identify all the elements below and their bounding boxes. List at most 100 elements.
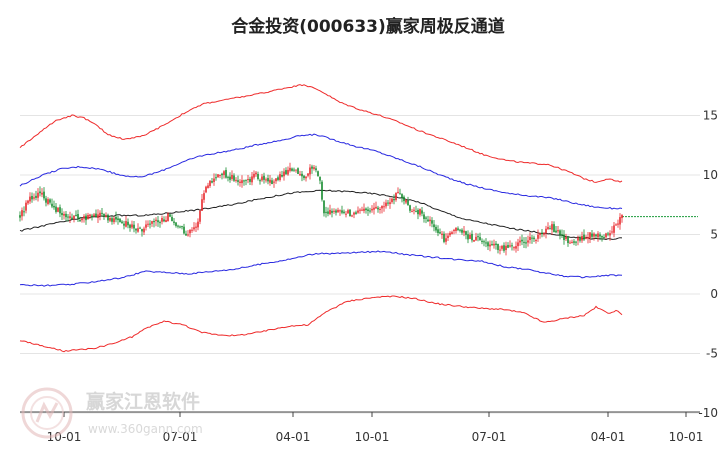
candle-body <box>417 209 419 215</box>
candle <box>369 207 371 214</box>
candle-body <box>371 208 373 211</box>
candle-body <box>355 212 357 214</box>
candle-body <box>585 237 587 239</box>
axes <box>20 411 700 417</box>
candle <box>485 238 487 248</box>
candle-body <box>557 230 559 232</box>
candle <box>151 220 153 227</box>
candle <box>379 207 381 214</box>
candle-body <box>145 224 147 228</box>
candle-body <box>549 228 551 230</box>
candle-body <box>397 191 399 193</box>
candle-body <box>481 240 483 242</box>
candle <box>25 200 27 214</box>
candle-body <box>335 210 337 213</box>
candle-body <box>205 186 207 193</box>
candle <box>493 239 495 249</box>
candle-body <box>225 170 227 178</box>
candle <box>579 235 581 243</box>
candle <box>215 173 217 181</box>
candle-body <box>587 237 589 239</box>
candle <box>477 233 479 242</box>
candle-body <box>29 196 31 202</box>
candle-body <box>393 199 395 201</box>
candle-body <box>391 198 393 203</box>
x-tick-label: 04-01 <box>276 430 311 444</box>
candle-body <box>61 212 63 216</box>
candle-body <box>465 231 467 235</box>
candle-body <box>187 234 189 236</box>
candle-body <box>263 175 265 180</box>
candle <box>239 179 241 187</box>
candle <box>615 223 617 226</box>
candle-body <box>513 247 515 249</box>
candle-body <box>55 206 57 212</box>
candle-body <box>81 218 83 221</box>
candle-body <box>165 220 167 223</box>
candle-body <box>449 232 451 236</box>
candle-body <box>517 242 519 247</box>
candle <box>463 225 465 237</box>
candle-body <box>179 226 181 228</box>
candle-body <box>447 235 449 238</box>
candle <box>251 171 253 186</box>
y-tick-label: 15 <box>703 109 718 123</box>
candle-body <box>271 180 273 185</box>
candle <box>195 222 197 233</box>
candle <box>487 240 489 250</box>
candle-body <box>277 177 279 180</box>
candle-body <box>243 180 245 182</box>
candle <box>543 232 545 237</box>
candle-body <box>139 227 141 229</box>
candle-body <box>227 176 229 178</box>
candle-body <box>233 175 235 181</box>
candle-body <box>385 202 387 207</box>
candle-body <box>33 197 35 199</box>
y-tick-label: 0 <box>710 287 718 301</box>
candle <box>563 230 565 245</box>
candle <box>283 168 285 181</box>
candle-body <box>45 198 47 203</box>
candle-body <box>345 213 347 215</box>
candle <box>567 235 569 247</box>
candle <box>573 239 575 246</box>
watermark-url: www.360gann.com <box>88 422 203 436</box>
candle <box>121 220 123 224</box>
candle-body <box>537 234 539 239</box>
candle-body <box>527 240 529 243</box>
candle <box>265 177 267 183</box>
candle-body <box>91 215 93 218</box>
candle-body <box>613 225 615 233</box>
candle-body <box>519 240 521 243</box>
candle <box>533 235 535 242</box>
candle <box>365 207 367 214</box>
candle <box>245 179 247 186</box>
candle <box>99 210 101 221</box>
candle-body <box>561 234 563 236</box>
candle <box>387 199 389 206</box>
candle-body <box>295 169 297 171</box>
candle <box>565 233 567 242</box>
candle <box>317 170 319 177</box>
candle-body <box>603 237 605 239</box>
candle-body <box>365 208 367 211</box>
candle-body <box>591 233 593 237</box>
candle <box>81 217 83 223</box>
candle <box>171 214 173 222</box>
candle-body <box>279 174 281 181</box>
candle <box>551 221 553 236</box>
candle <box>575 240 577 246</box>
candle-body <box>475 236 477 241</box>
candle <box>413 207 415 215</box>
candle <box>411 208 413 213</box>
candle <box>179 225 181 229</box>
candle-body <box>569 242 571 244</box>
candle-body <box>75 214 77 216</box>
candle <box>127 218 129 229</box>
candle <box>43 187 45 201</box>
candle <box>449 231 451 238</box>
candle-body <box>261 176 263 181</box>
candle <box>79 216 81 222</box>
candle <box>617 219 619 228</box>
candle <box>347 208 349 214</box>
